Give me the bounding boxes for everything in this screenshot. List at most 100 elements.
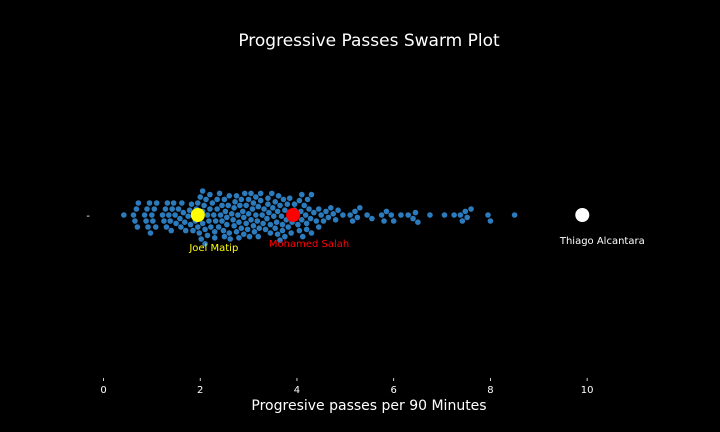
swarm-point	[178, 224, 184, 230]
swarm-point	[412, 209, 419, 216]
highlight-label: Joel Matip	[188, 243, 238, 254]
swarm-point	[233, 229, 240, 235]
swarm-point	[216, 190, 223, 197]
swarm-point	[303, 220, 310, 227]
swarm-point	[388, 212, 395, 218]
swarm-point	[166, 212, 172, 218]
swarm-point	[121, 212, 127, 218]
swarm-point	[286, 195, 293, 201]
swarm-point	[257, 197, 264, 204]
swarm-point	[225, 202, 232, 209]
swarm-point	[221, 196, 228, 203]
swarm-point	[209, 200, 216, 206]
swarm-point	[226, 230, 233, 236]
swarm-point	[279, 221, 286, 228]
swarm-point	[207, 191, 213, 198]
swarm-point	[180, 209, 187, 216]
swarm-point	[487, 218, 494, 224]
swarm-point	[146, 200, 153, 206]
swarm-point	[306, 206, 312, 212]
swarm-point	[130, 212, 137, 218]
swarm-point	[147, 230, 154, 236]
swarm-point	[208, 224, 214, 230]
swarm-point	[265, 201, 271, 207]
swarm-point	[204, 232, 211, 239]
swarm-point	[245, 196, 252, 203]
swarm-point	[378, 212, 385, 218]
swarm-point	[468, 206, 474, 212]
swarm-point	[177, 215, 183, 222]
swarm-point	[217, 212, 224, 218]
y-tick-label: -	[86, 211, 90, 222]
swarm-point	[221, 233, 228, 240]
swarm-point	[203, 196, 209, 203]
swarm-point	[369, 215, 375, 222]
swarm-point	[270, 213, 277, 219]
swarm-point	[220, 227, 227, 234]
swarm-point	[349, 218, 356, 224]
swarm-point	[175, 206, 182, 212]
swarm-point	[298, 191, 305, 198]
swarm-point	[328, 205, 334, 211]
swarm-point	[282, 207, 288, 213]
x-tick-label: 0	[100, 385, 106, 396]
swarm-point	[285, 224, 292, 230]
swarm-point	[236, 235, 242, 241]
swarm-point	[288, 230, 294, 236]
swarm-point	[277, 237, 283, 243]
swarm-point	[169, 206, 175, 212]
swarm-point	[236, 219, 242, 225]
swarm-point	[233, 193, 240, 199]
swarm-point	[197, 194, 204, 200]
highlight-label: Mohamed Salah	[269, 239, 349, 250]
swarm-point	[251, 229, 258, 235]
swarm-point	[224, 221, 230, 228]
swarm-point	[201, 202, 207, 209]
swarm-point	[279, 227, 286, 234]
swarm-point	[410, 215, 416, 222]
x-tick-label: 10	[581, 385, 594, 396]
swarm-point	[152, 224, 159, 230]
swarm-point	[398, 212, 404, 218]
swarm-point	[185, 213, 191, 219]
swarm-point	[511, 212, 518, 218]
swarm-point	[214, 196, 220, 203]
swarm-point	[153, 200, 160, 206]
swarm-point	[255, 203, 262, 210]
swarm-point	[335, 207, 341, 213]
swarm-point	[162, 206, 169, 212]
x-axis-label: Progresive passes per 90 Minutes	[251, 398, 486, 414]
swarm-point	[187, 221, 194, 228]
swarm-point	[383, 208, 390, 215]
swarm-point	[144, 206, 150, 212]
swarm-point	[248, 217, 254, 223]
swarm-point	[204, 212, 211, 218]
swarm-point	[330, 211, 337, 217]
swarm-point	[167, 218, 174, 224]
swarm-point	[246, 233, 253, 240]
swarm-point	[325, 214, 332, 221]
swarm-point	[241, 190, 248, 197]
swarm-point	[301, 202, 308, 209]
swarm-point	[150, 218, 156, 224]
swarm-point	[347, 212, 353, 218]
swarm-point	[188, 201, 195, 207]
swarm-point	[354, 214, 361, 221]
swarm-point	[211, 235, 218, 241]
swarm-point	[239, 208, 246, 215]
swarm-point	[318, 212, 324, 218]
highlight-label: Thiago Alcantara	[559, 236, 645, 247]
x-axis-ticks: 0 2 4 6 8 10	[100, 378, 593, 396]
swarm-point	[280, 196, 287, 203]
swarm-point	[323, 208, 329, 215]
swarm-point	[245, 211, 252, 217]
swarm-point	[243, 220, 249, 227]
swarm-point	[219, 218, 225, 224]
swarm-point	[228, 211, 235, 217]
swarm-point	[284, 201, 291, 207]
swarm-point	[381, 218, 387, 224]
swarm-point	[320, 218, 327, 224]
swarm-point	[212, 218, 219, 224]
swarm-point	[168, 227, 175, 234]
